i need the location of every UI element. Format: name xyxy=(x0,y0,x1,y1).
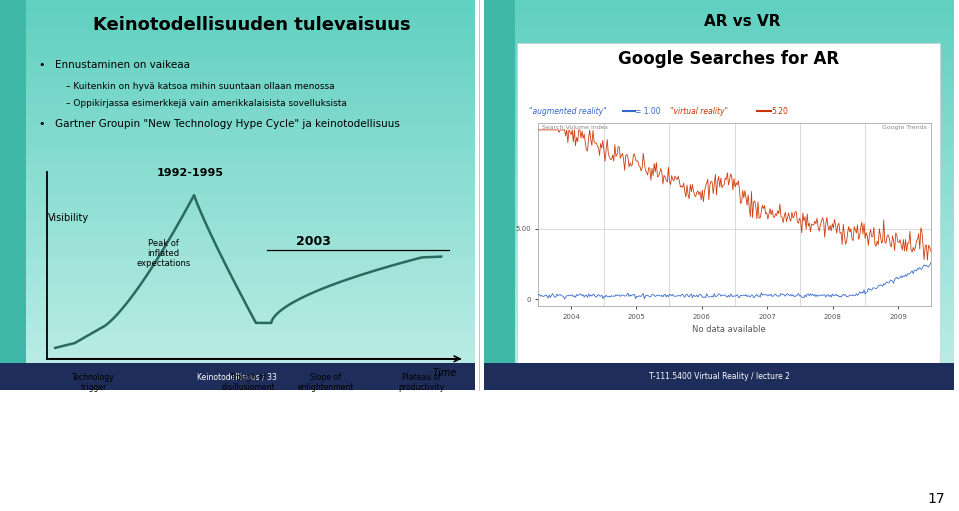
FancyBboxPatch shape xyxy=(484,0,515,390)
FancyBboxPatch shape xyxy=(0,0,26,390)
Text: Trough of
disillusioment: Trough of disillusioment xyxy=(222,373,275,392)
Text: Google Searches for AR: Google Searches for AR xyxy=(619,50,839,67)
FancyBboxPatch shape xyxy=(517,43,940,363)
Text: – Oppikirjassa esimerkkejä vain amerikkalaisista sovelluksista: – Oppikirjassa esimerkkejä vain amerikka… xyxy=(66,100,347,108)
Text: 2003: 2003 xyxy=(296,235,331,248)
Text: Visibility: Visibility xyxy=(48,214,89,223)
Text: AR vs VR: AR vs VR xyxy=(705,14,781,29)
Text: Keinotodellisuuden tulevaisuus: Keinotodellisuuden tulevaisuus xyxy=(93,16,410,34)
Text: Search Volume index: Search Volume index xyxy=(542,125,609,130)
Text: Time: Time xyxy=(433,368,456,378)
Text: Peak of
inflated
expectations: Peak of inflated expectations xyxy=(136,239,191,268)
Text: = 1.00: = 1.00 xyxy=(635,107,661,115)
Text: Keinotodellisuus / 33: Keinotodellisuus / 33 xyxy=(198,372,277,381)
Text: Slope of
enlightenment: Slope of enlightenment xyxy=(297,373,354,392)
Text: 5.20: 5.20 xyxy=(771,107,787,115)
Text: Gartner Groupin "New Technology Hype Cycle" ja keinotodellisuus: Gartner Groupin "New Technology Hype Cyc… xyxy=(55,119,400,129)
Text: •: • xyxy=(38,60,44,71)
Text: Technology
trigger: Technology trigger xyxy=(73,373,115,392)
Text: Google Trends: Google Trends xyxy=(882,125,926,130)
Text: Ennustaminen on vaikeaa: Ennustaminen on vaikeaa xyxy=(55,60,190,71)
FancyBboxPatch shape xyxy=(484,363,954,390)
Text: Plateau of
productivity: Plateau of productivity xyxy=(399,373,445,392)
Text: 17: 17 xyxy=(927,492,945,506)
Text: "virtual reality": "virtual reality" xyxy=(670,107,728,115)
Text: – Kuitenkin on hyvä katsoa mihin suuntaan ollaan menossa: – Kuitenkin on hyvä katsoa mihin suuntaa… xyxy=(66,82,335,91)
FancyBboxPatch shape xyxy=(0,363,475,390)
Text: •: • xyxy=(38,119,44,129)
Text: "augmented reality": "augmented reality" xyxy=(529,107,606,115)
Text: No data available: No data available xyxy=(691,325,765,334)
Text: 1992-1995: 1992-1995 xyxy=(156,168,223,178)
Text: T-111.5400 Virtual Reality / lecture 2: T-111.5400 Virtual Reality / lecture 2 xyxy=(649,372,789,381)
